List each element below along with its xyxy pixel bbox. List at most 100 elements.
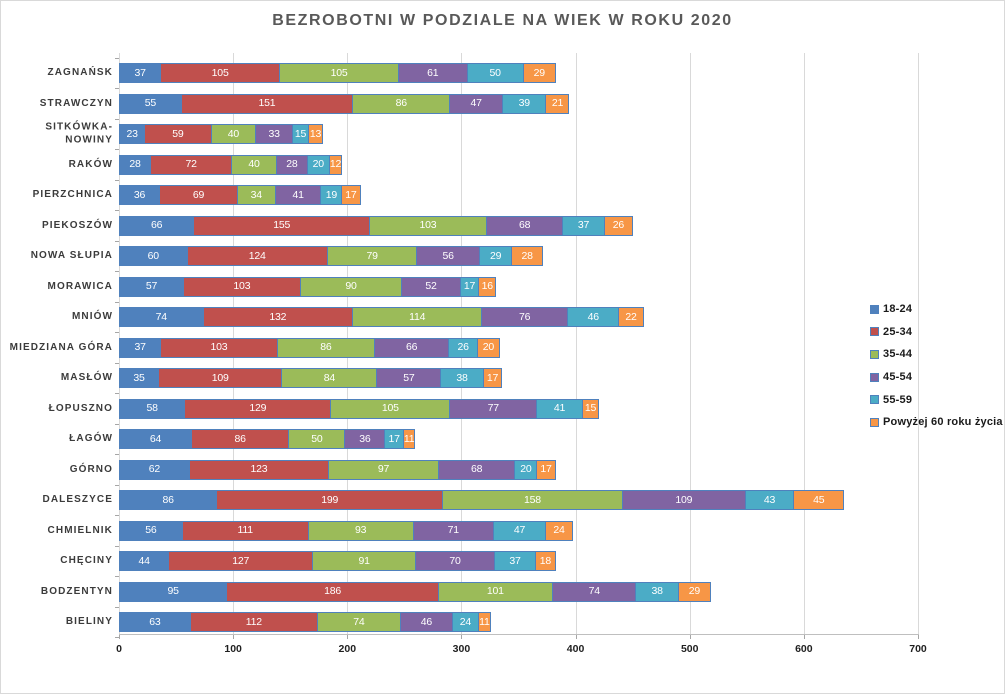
bar-segment: 69	[159, 185, 238, 205]
bar-segment: 29	[479, 246, 513, 266]
legend-label: 25-34	[883, 325, 913, 338]
bar-segment: 18	[535, 551, 556, 571]
bar-value-label: 58	[146, 402, 158, 415]
category-label: GÓRNO	[69, 463, 113, 475]
bar-value-label: 91	[358, 554, 370, 567]
bar-segment: 37	[119, 63, 162, 83]
bar-segment: 17	[459, 276, 480, 297]
gridline	[803, 53, 805, 634]
category-label: MORAWICA	[47, 280, 113, 292]
bar-segment: 59	[144, 124, 212, 144]
category-axis-tick	[115, 576, 119, 578]
bar-value-label: 95	[167, 585, 179, 598]
x-tick-label: 400	[566, 643, 585, 655]
bar-segment: 155	[193, 215, 371, 236]
bar-segment: 39	[501, 93, 547, 114]
bar-segment: 17	[482, 368, 503, 388]
x-tick-label: 500	[680, 643, 699, 655]
bar-segment: 44	[119, 551, 170, 571]
bar-row: 23 59 40 33 15 13	[119, 124, 323, 144]
bar-segment: 12	[328, 154, 343, 175]
bar-segment: 57	[119, 276, 185, 297]
bar-value-label: 86	[320, 341, 332, 354]
x-tick-label: 600	[795, 643, 813, 655]
bar-value-label: 19	[325, 188, 337, 201]
category-axis-tick	[115, 545, 119, 547]
legend-label: 55-59	[883, 393, 913, 406]
bar-segment: 109	[158, 368, 283, 388]
bar-segment: 199	[216, 490, 444, 510]
category-label: RAKÓW	[68, 158, 113, 170]
bar-segment: 105	[279, 63, 399, 83]
legend-item: 55-59	[870, 388, 1003, 411]
x-axis-tick	[461, 635, 463, 639]
bar-segment: 105	[160, 63, 281, 83]
bar-value-label: 151	[258, 97, 276, 110]
bar-row: 44 127 91 70 37 18	[119, 551, 556, 571]
bar-segment: 21	[545, 93, 570, 114]
bar-segment: 72	[150, 154, 233, 175]
bar-segment: 132	[202, 307, 354, 327]
bar-value-label: 72	[185, 158, 197, 171]
bar-value-label: 24	[553, 524, 565, 537]
bar-value-label: 47	[470, 97, 482, 110]
legend-swatch-icon	[870, 349, 879, 359]
bar-value-label: 46	[587, 310, 599, 323]
x-axis-tick	[347, 635, 349, 639]
bar-segment: 58	[119, 398, 186, 419]
category-axis-tick	[115, 637, 119, 639]
bar-value-label: 56	[442, 249, 454, 262]
bar-value-label: 66	[405, 341, 418, 354]
bar-value-label: 68	[518, 219, 531, 232]
bar-segment: 124	[186, 246, 328, 266]
bar-segment: 93	[307, 520, 414, 541]
bar-value-label: 17	[388, 432, 400, 445]
bar-segment: 90	[299, 276, 403, 297]
bar-row: 55 151 86 47 39 21	[119, 93, 570, 114]
bar-value-label: 40	[227, 127, 240, 140]
x-axis-line	[119, 634, 919, 635]
bar-value-label: 105	[330, 66, 348, 79]
bar-value-label: 12	[329, 158, 342, 171]
bar-segment: 45	[793, 490, 845, 510]
bar-segment: 43	[744, 490, 795, 510]
bar-value-label: 44	[138, 554, 150, 567]
bar-segment: 17	[341, 185, 361, 205]
category-axis-tick	[115, 271, 119, 273]
legend-swatch-icon	[870, 395, 879, 405]
bar-value-label: 155	[273, 219, 291, 232]
bar-value-label: 29	[489, 249, 502, 262]
bar-value-label: 186	[324, 585, 341, 598]
bar-value-label: 52	[425, 280, 437, 293]
bar-segment: 114	[352, 307, 483, 327]
bar-segment: 46	[400, 612, 453, 632]
bar-segment: 62	[119, 459, 190, 480]
bar-value-label: 20	[520, 463, 532, 476]
category-axis-tick	[115, 301, 119, 303]
bar-segment: 36	[344, 429, 386, 449]
bar-value-label: 70	[449, 554, 461, 567]
bar-value-label: 16	[481, 280, 493, 293]
category-label: PIEKOSZÓW	[41, 219, 113, 231]
bar-segment: 26	[603, 215, 634, 236]
bar-value-label: 15	[294, 127, 307, 140]
bar-segment: 29	[677, 581, 711, 602]
bar-segment: 11	[402, 429, 416, 449]
bar-value-label: 86	[234, 432, 246, 445]
bar-value-label: 15	[584, 402, 597, 415]
bar-segment: 86	[352, 93, 451, 114]
bar-segment: 97	[328, 459, 439, 480]
legend-swatch-icon	[870, 372, 879, 382]
bar-segment: 17	[536, 459, 556, 480]
bar-value-label: 28	[286, 158, 298, 171]
bar-value-label: 90	[345, 280, 357, 293]
category-label: STRAWCZYN	[39, 97, 113, 109]
bar-value-label: 103	[233, 280, 251, 293]
bar-segment: 68	[437, 459, 516, 480]
bar-segment: 151	[180, 93, 354, 114]
bar-segment: 34	[236, 185, 276, 205]
bar-value-label: 50	[489, 66, 501, 79]
legend-label: Powyżej 60 roku życia	[883, 416, 1003, 429]
bar-segment: 74	[316, 612, 402, 632]
bar-value-label: 24	[459, 615, 472, 628]
